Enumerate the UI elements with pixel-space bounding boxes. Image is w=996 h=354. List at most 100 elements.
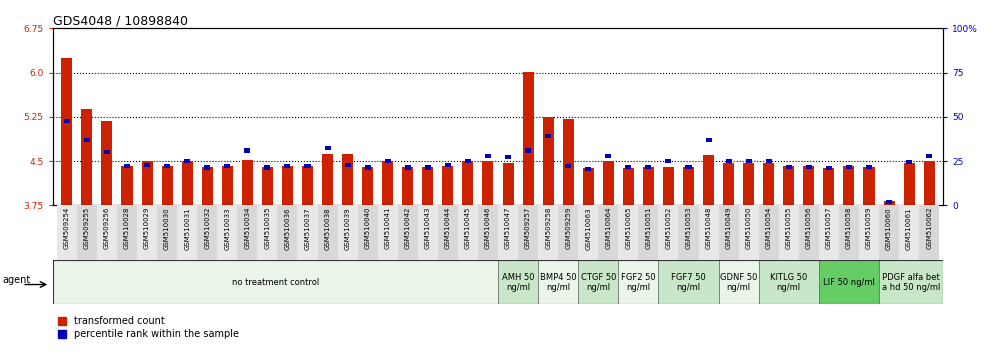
Bar	[663, 167, 674, 205]
Bar	[824, 168, 835, 205]
Bar	[144, 162, 150, 167]
Bar	[302, 166, 313, 205]
Bar	[438, 205, 458, 260]
Text: GSM510043: GSM510043	[425, 207, 431, 250]
Bar	[879, 205, 899, 260]
Text: GSM510053: GSM510053	[685, 207, 691, 250]
Bar	[583, 168, 594, 205]
Text: FGF7 50
ng/ml: FGF7 50 ng/ml	[671, 273, 706, 292]
Bar	[603, 161, 614, 205]
Bar	[743, 164, 754, 205]
Bar	[177, 205, 197, 260]
Bar	[705, 138, 711, 143]
Text: GSM510060: GSM510060	[886, 207, 892, 250]
Bar	[342, 154, 354, 205]
Text: GSM510041: GSM510041	[384, 207, 390, 250]
Bar	[345, 162, 351, 167]
Bar	[422, 167, 433, 205]
Bar	[197, 205, 217, 260]
Bar	[137, 205, 157, 260]
Text: GSM509259: GSM509259	[565, 207, 571, 249]
Bar	[638, 205, 658, 260]
Bar	[122, 166, 132, 205]
Bar	[538, 260, 579, 304]
Bar	[384, 159, 390, 163]
Bar	[703, 155, 714, 205]
Text: CTGF 50
ng/ml: CTGF 50 ng/ml	[581, 273, 616, 292]
Bar	[402, 167, 413, 205]
Bar	[204, 166, 210, 170]
Bar	[586, 167, 592, 171]
Text: GSM510036: GSM510036	[285, 207, 291, 250]
Text: GSM509258: GSM509258	[545, 207, 551, 249]
Bar	[685, 165, 691, 169]
Bar	[141, 161, 152, 205]
Bar	[282, 166, 293, 205]
Text: GSM510059: GSM510059	[866, 207, 872, 250]
Bar	[759, 260, 819, 304]
Text: GSM509254: GSM509254	[64, 207, 70, 249]
Bar	[923, 161, 934, 205]
Bar	[498, 205, 518, 260]
Bar	[161, 166, 172, 205]
Text: GSM510049: GSM510049	[726, 207, 732, 250]
Bar	[779, 205, 799, 260]
Bar	[579, 205, 599, 260]
Text: GSM510065: GSM510065	[625, 207, 631, 250]
Bar	[278, 205, 298, 260]
Text: AMH 50
ng/ml: AMH 50 ng/ml	[502, 273, 534, 292]
Bar	[799, 205, 819, 260]
Text: GSM510032: GSM510032	[204, 207, 210, 250]
Text: GSM510062: GSM510062	[926, 207, 932, 250]
Bar	[525, 148, 531, 153]
Bar	[224, 164, 230, 169]
Bar	[839, 205, 859, 260]
Bar	[658, 260, 718, 304]
Text: GSM510030: GSM510030	[164, 207, 170, 250]
Text: GSM510057: GSM510057	[826, 207, 832, 250]
Bar	[97, 205, 117, 260]
Bar	[563, 119, 574, 205]
Bar	[318, 205, 338, 260]
Bar	[723, 164, 734, 205]
Bar	[482, 161, 493, 205]
Bar	[237, 205, 257, 260]
Bar	[523, 72, 534, 205]
Bar	[202, 167, 213, 205]
Bar	[397, 205, 417, 260]
Bar	[919, 205, 939, 260]
Bar	[783, 166, 794, 205]
Bar	[726, 159, 732, 163]
Bar	[117, 205, 137, 260]
Text: GSM510029: GSM510029	[144, 207, 150, 250]
Bar	[465, 159, 471, 163]
Text: GSM510040: GSM510040	[365, 207, 371, 250]
Bar	[866, 165, 872, 169]
Bar	[665, 159, 671, 163]
Text: GSM510061: GSM510061	[906, 207, 912, 250]
Text: GSM510047: GSM510047	[505, 207, 511, 250]
Bar	[678, 205, 698, 260]
Bar	[164, 164, 170, 169]
Bar	[579, 260, 619, 304]
Bar	[625, 165, 631, 169]
Bar	[417, 205, 438, 260]
Bar	[498, 260, 538, 304]
Text: KITLG 50
ng/ml: KITLG 50 ng/ml	[770, 273, 808, 292]
Bar	[478, 205, 498, 260]
Bar	[264, 166, 270, 170]
Bar	[445, 162, 451, 167]
Bar	[545, 134, 551, 138]
Bar	[903, 164, 914, 205]
Bar	[57, 205, 77, 260]
Bar	[77, 205, 97, 260]
Text: GSM509255: GSM509255	[84, 207, 90, 249]
Text: GSM510054: GSM510054	[766, 207, 772, 249]
Bar	[565, 164, 572, 169]
Text: GSM510031: GSM510031	[184, 207, 190, 250]
Bar	[242, 160, 253, 205]
Bar	[658, 205, 678, 260]
Text: GSM510063: GSM510063	[586, 207, 592, 250]
Bar	[746, 159, 752, 163]
Bar	[458, 205, 478, 260]
